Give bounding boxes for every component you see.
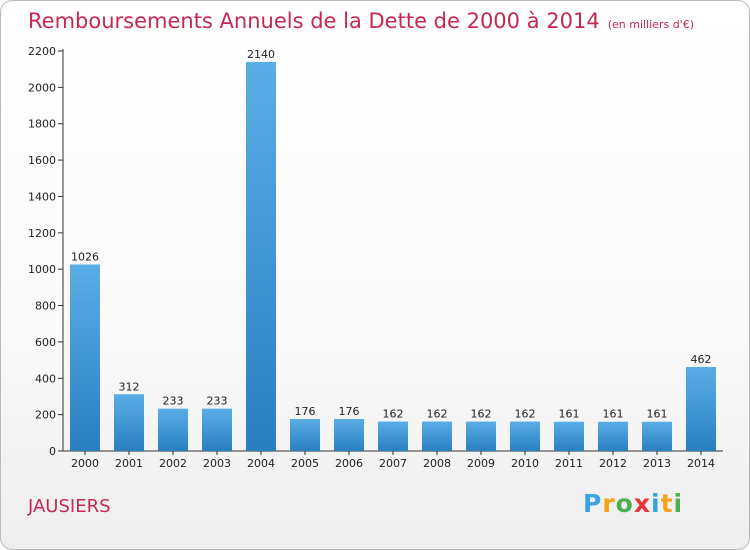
data-labels: 1026 312 233 233 2140 176 176 162 162 162 162 161 16… (71, 48, 712, 421)
x-tick-label-2003: 2003 (203, 457, 231, 470)
y-tick-label: 200 (35, 409, 56, 422)
logo-letter: o (615, 489, 634, 518)
bar-2008 (422, 421, 452, 451)
bar-2010 (510, 421, 540, 451)
chart-title: Remboursements Annuels de la Dette de 20… (28, 9, 600, 33)
data-label-2014: 462 (691, 353, 712, 366)
logo-letter: r (602, 489, 616, 518)
data-label-2011: 161 (559, 408, 580, 421)
y-tick-label: 1600 (28, 154, 56, 167)
bar-2007 (378, 421, 408, 451)
proxiti-logo: Proxiti (583, 489, 683, 518)
y-tick-label: 2000 (28, 81, 56, 94)
y-tick-label: 400 (35, 372, 56, 385)
bar-2012 (598, 421, 628, 451)
data-label-2009: 162 (471, 408, 492, 421)
axes (62, 49, 723, 452)
logo-letter: P (583, 489, 603, 518)
title-row: Remboursements Annuels de la Dette de 20… (28, 9, 694, 33)
bar-2003 (202, 408, 232, 451)
y-tick-label: 600 (35, 336, 56, 349)
x-tick-label-2012: 2012 (599, 457, 627, 470)
x-tick-label-2014: 2014 (687, 457, 715, 470)
bar-2011 (554, 421, 584, 451)
data-label-2005: 176 (295, 405, 316, 418)
data-label-2000: 1026 (71, 250, 99, 263)
bar-2014 (686, 367, 716, 451)
bar-2013 (642, 421, 672, 451)
y-tick-label: 2200 (28, 45, 56, 58)
bars (70, 61, 716, 452)
bar-2009 (466, 421, 496, 451)
y-tick-label: 1000 (28, 263, 56, 276)
y-tick-label: 800 (35, 300, 56, 313)
logo-letter: x (633, 489, 651, 518)
x-tick-label-2008: 2008 (423, 457, 451, 470)
x-tick-label-2010: 2010 (511, 457, 539, 470)
x-tick-label-2001: 2001 (115, 457, 143, 470)
x-tick-label-2011: 2011 (555, 457, 583, 470)
data-label-2007: 162 (383, 408, 404, 421)
y-tick-label: 0 (49, 445, 56, 458)
bar-2000 (70, 264, 100, 451)
x-tick-label-2000: 2000 (71, 457, 99, 470)
logo-letter: i (651, 489, 661, 518)
data-label-2013: 161 (647, 408, 668, 421)
y-tick-label: 1400 (28, 190, 56, 203)
data-label-2012: 161 (603, 408, 624, 421)
x-tick-label-2002: 2002 (159, 457, 187, 470)
data-label-2004: 2140 (247, 48, 275, 61)
data-label-2001: 312 (119, 380, 140, 393)
y-axis-ticks: 0 200 400 600 800 1000 1200 1400 1600 1800 2000 220… (28, 45, 63, 458)
x-tick-label-2013: 2013 (643, 457, 671, 470)
bar-2005 (290, 419, 320, 451)
data-label-2010: 162 (515, 408, 536, 421)
x-axis-ticks: 2000 2001 2002 2003 2004 2005 2006 2007 2008 2009… (71, 451, 715, 470)
y-tick-label: 1200 (28, 227, 56, 240)
data-label-2002: 233 (163, 395, 184, 408)
data-label-2003: 233 (207, 395, 228, 408)
x-tick-label-2007: 2007 (379, 457, 407, 470)
logo-letter: i (673, 489, 684, 518)
logo-letter: t (660, 489, 674, 518)
bar-2004 (246, 61, 276, 452)
x-tick-label-2006: 2006 (335, 457, 363, 470)
commune-name: JAUSIERS (28, 496, 111, 517)
chart-unit: (en milliers d'€) (607, 18, 694, 31)
bar-2001 (114, 394, 144, 451)
x-tick-label-2009: 2009 (467, 457, 495, 470)
data-label-2006: 176 (339, 405, 360, 418)
data-label-2008: 162 (427, 408, 448, 421)
bar-2006 (334, 419, 364, 451)
bar-2002 (158, 408, 188, 451)
x-tick-label-2004: 2004 (247, 457, 275, 470)
x-tick-label-2005: 2005 (291, 457, 319, 470)
y-tick-label: 1800 (28, 118, 56, 131)
